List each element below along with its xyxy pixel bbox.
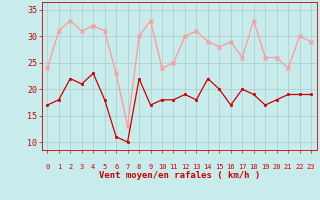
X-axis label: Vent moyen/en rafales ( km/h ): Vent moyen/en rafales ( km/h ) [99, 171, 260, 180]
